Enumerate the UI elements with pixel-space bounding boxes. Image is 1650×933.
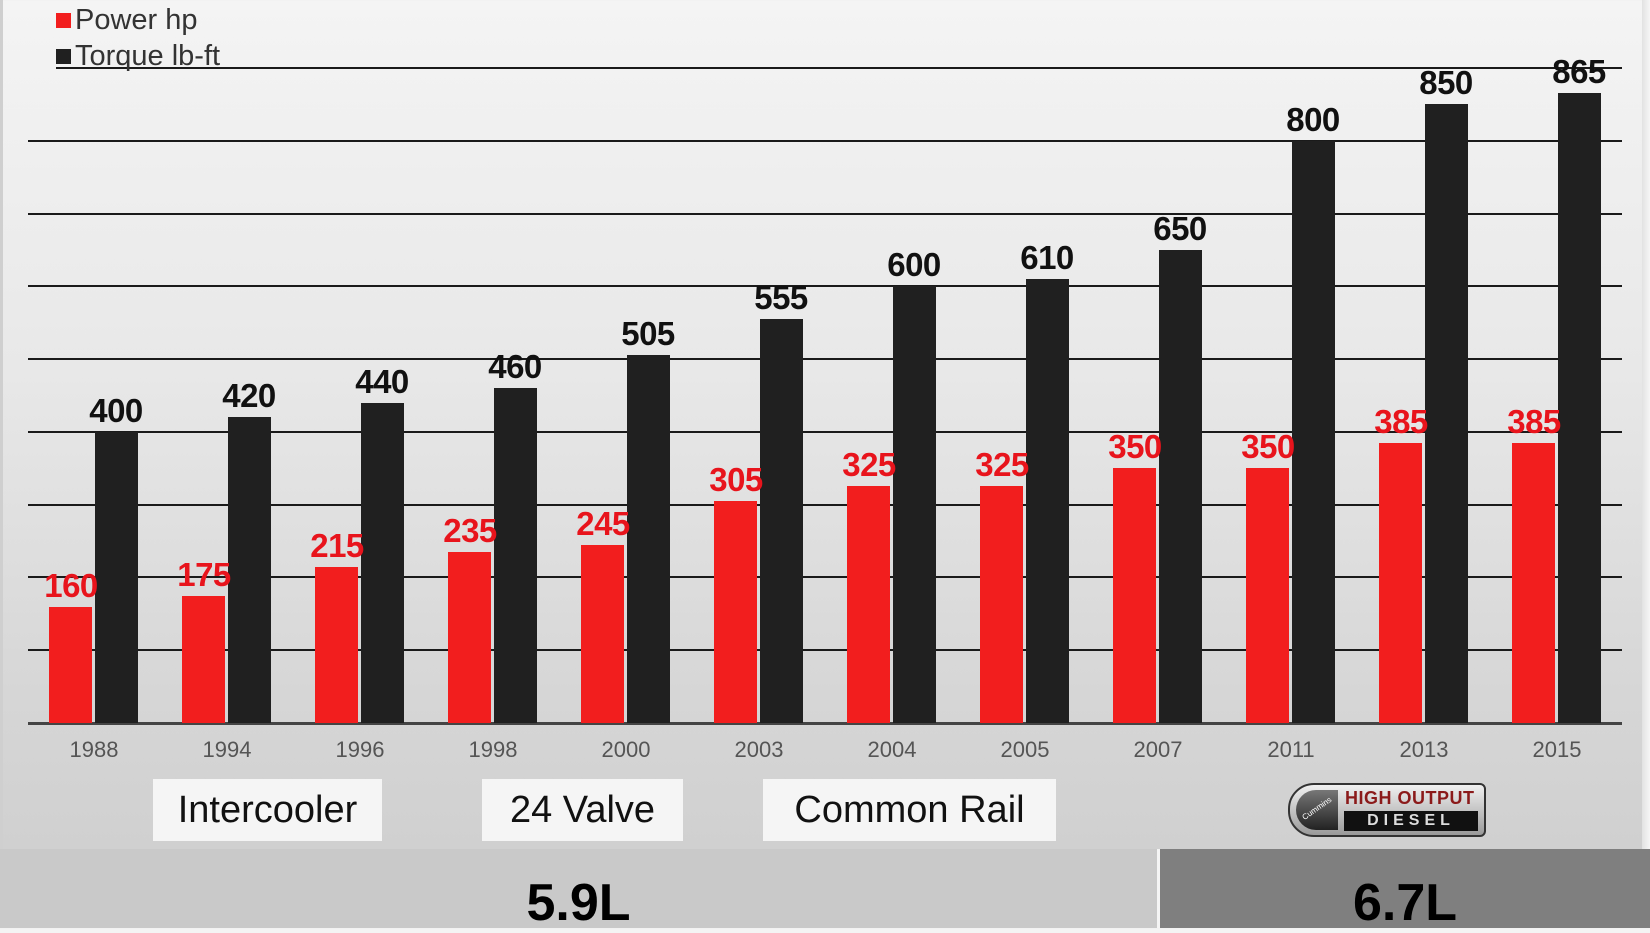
torque-value-label: 650 (1153, 209, 1207, 247)
power-bar (581, 544, 624, 723)
logo-top-text: HIGH OUTPUT (1345, 788, 1475, 808)
x-tick-label: 1988 (69, 737, 119, 762)
torque-bar (1425, 104, 1468, 723)
band-separator (1157, 849, 1160, 928)
gridline (28, 139, 1622, 142)
torque-value-label: 460 (488, 348, 542, 386)
legend-item-torque: Torque lb-ft (56, 38, 220, 74)
torque-bar (228, 417, 271, 723)
x-tick-label: 1994 (202, 737, 252, 762)
x-tick-label: 1998 (468, 737, 518, 762)
band-5-9l: 5.9L (0, 849, 1157, 932)
torque-bar (1159, 249, 1202, 723)
power-bar (182, 595, 225, 723)
gridline (28, 503, 1622, 506)
power-bar (1512, 442, 1555, 723)
legend-label-power: Power hp (75, 3, 198, 36)
gridline (56, 67, 1622, 69)
x-tick-label: 2011 (1267, 737, 1315, 762)
power-bar (980, 486, 1023, 723)
legend-item-power: Power hp (56, 2, 220, 38)
power-value-label: 385 (1374, 402, 1428, 440)
power-value-label: 245 (576, 504, 630, 542)
power-bar (448, 551, 491, 723)
power-bar (1113, 468, 1156, 723)
power-swatch-icon (56, 12, 71, 28)
torque-value-label: 555 (754, 279, 808, 317)
band-6-7l: 6.7L (1160, 849, 1650, 932)
torque-bar (893, 286, 936, 723)
power-bar (1246, 468, 1289, 723)
legend-label-torque: Torque lb-ft (75, 39, 221, 72)
x-tick-label: 2003 (734, 737, 784, 762)
power-bar (49, 606, 92, 723)
torque-value-label: 420 (222, 377, 276, 415)
torque-value-label: 610 (1020, 239, 1074, 277)
gridline (28, 430, 1622, 433)
left-border (0, 0, 3, 850)
torque-bar (494, 388, 537, 723)
high-output-diesel-logo: Cummins HIGH OUTPUT DIESEL (1288, 783, 1486, 837)
power-value-label: 350 (1241, 428, 1295, 466)
logo-bottom-text: DIESEL (1344, 811, 1478, 831)
power-bar (847, 486, 890, 723)
power-value-label: 350 (1108, 428, 1162, 466)
x-tick-label: 2015 (1532, 737, 1582, 762)
cummins-c-icon: Cummins (1296, 790, 1338, 830)
gridline (28, 649, 1622, 652)
gridline (28, 285, 1622, 288)
power-value-label: 175 (177, 555, 231, 593)
power-bar (1379, 442, 1422, 723)
power-value-label: 215 (310, 526, 364, 564)
torque-bar (627, 355, 670, 723)
torque-value-label: 400 (89, 391, 143, 429)
gridline (28, 358, 1622, 361)
torque-bar (760, 319, 803, 723)
torque-value-label: 600 (887, 246, 941, 284)
torque-bar (1026, 279, 1069, 723)
torque-value-label: 850 (1419, 64, 1473, 102)
power-value-label: 160 (44, 566, 98, 604)
x-tick-label: 2013 (1399, 737, 1449, 762)
feature-intercooler: Intercooler (153, 779, 382, 841)
power-bar (315, 566, 358, 723)
torque-value-label: 800 (1286, 100, 1340, 138)
feature-common-rail: Common Rail (763, 779, 1056, 841)
feature-24-valve: 24 Valve (482, 779, 683, 841)
torque-bar (1558, 93, 1601, 723)
torque-swatch-icon (56, 48, 71, 64)
torque-bar (361, 402, 404, 723)
x-tick-label: 1996 (335, 737, 385, 762)
logo-brand: Cummins (1300, 795, 1334, 822)
power-value-label: 325 (975, 446, 1029, 484)
band-5-9l-label: 5.9L (526, 873, 631, 932)
x-tick-label: 2007 (1133, 737, 1183, 762)
gridline (28, 212, 1622, 215)
gridline (28, 576, 1622, 579)
torque-value-label: 440 (355, 362, 409, 400)
x-tick-label: 2004 (867, 737, 917, 762)
x-tick-label: 2005 (1000, 737, 1050, 762)
torque-value-label: 865 (1552, 53, 1606, 91)
torque-bar (1292, 140, 1335, 723)
legend: Power hp Torque lb-ft (56, 2, 220, 74)
right-border (1642, 0, 1650, 850)
x-tick-label: 2000 (601, 737, 651, 762)
gridline (28, 722, 1622, 725)
power-bar (714, 501, 757, 723)
power-value-label: 305 (709, 461, 763, 499)
band-6-7l-label: 6.7L (1352, 873, 1458, 932)
power-value-label: 235 (443, 511, 497, 549)
torque-bar (95, 431, 138, 723)
power-value-label: 325 (842, 446, 896, 484)
power-value-label: 385 (1507, 402, 1561, 440)
torque-value-label: 505 (621, 315, 675, 353)
